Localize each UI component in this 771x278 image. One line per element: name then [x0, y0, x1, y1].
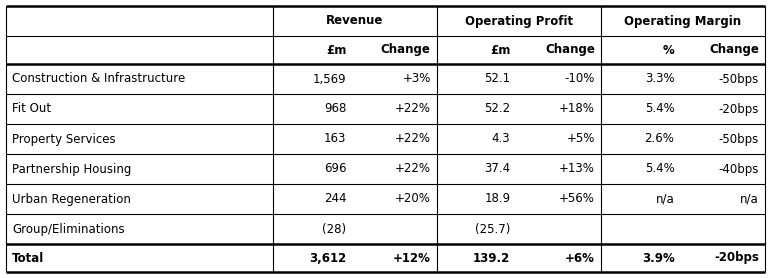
Text: 52.1: 52.1	[484, 73, 510, 86]
Text: +20%: +20%	[395, 192, 431, 205]
Text: 968: 968	[324, 103, 346, 115]
Text: Revenue: Revenue	[326, 14, 383, 28]
Text: +6%: +6%	[565, 252, 595, 264]
Text: -40bps: -40bps	[719, 163, 759, 175]
Text: +12%: +12%	[393, 252, 431, 264]
Text: 3.3%: 3.3%	[645, 73, 675, 86]
Text: n/a: n/a	[655, 192, 675, 205]
Text: 37.4: 37.4	[484, 163, 510, 175]
Text: Total: Total	[12, 252, 44, 264]
Text: 18.9: 18.9	[484, 192, 510, 205]
Text: +22%: +22%	[395, 163, 431, 175]
Text: %: %	[663, 43, 675, 56]
Text: 2.6%: 2.6%	[645, 133, 675, 145]
Text: 5.4%: 5.4%	[645, 103, 675, 115]
Text: -20bps: -20bps	[719, 103, 759, 115]
Text: -50bps: -50bps	[719, 133, 759, 145]
Text: £m: £m	[490, 43, 510, 56]
Text: +22%: +22%	[395, 133, 431, 145]
Text: 163: 163	[324, 133, 346, 145]
Text: +18%: +18%	[559, 103, 595, 115]
Text: Fit Out: Fit Out	[12, 103, 51, 115]
Text: 4.3: 4.3	[492, 133, 510, 145]
Text: -50bps: -50bps	[719, 73, 759, 86]
Text: 139.2: 139.2	[473, 252, 510, 264]
Text: Group/Eliminations: Group/Eliminations	[12, 222, 125, 235]
Text: 1,569: 1,569	[312, 73, 346, 86]
Text: £m: £m	[326, 43, 346, 56]
Text: +5%: +5%	[567, 133, 595, 145]
Text: 3.9%: 3.9%	[641, 252, 675, 264]
Text: (25.7): (25.7)	[475, 222, 510, 235]
Text: Change: Change	[381, 43, 431, 56]
Text: -20bps: -20bps	[714, 252, 759, 264]
Text: -10%: -10%	[564, 73, 595, 86]
Text: 244: 244	[324, 192, 346, 205]
Text: n/a: n/a	[740, 192, 759, 205]
Text: +22%: +22%	[395, 103, 431, 115]
Text: Change: Change	[709, 43, 759, 56]
Text: Operating Profit: Operating Profit	[465, 14, 573, 28]
Text: 696: 696	[324, 163, 346, 175]
Text: Operating Margin: Operating Margin	[625, 14, 742, 28]
Text: (28): (28)	[322, 222, 346, 235]
Text: Urban Regeneration: Urban Regeneration	[12, 192, 131, 205]
Text: 52.2: 52.2	[484, 103, 510, 115]
Text: Partnership Housing: Partnership Housing	[12, 163, 131, 175]
Text: Construction & Infrastructure: Construction & Infrastructure	[12, 73, 185, 86]
Text: 5.4%: 5.4%	[645, 163, 675, 175]
Text: Change: Change	[545, 43, 595, 56]
Text: +56%: +56%	[559, 192, 595, 205]
Text: +13%: +13%	[559, 163, 595, 175]
Text: 3,612: 3,612	[309, 252, 346, 264]
Text: +3%: +3%	[402, 73, 431, 86]
Text: Property Services: Property Services	[12, 133, 116, 145]
